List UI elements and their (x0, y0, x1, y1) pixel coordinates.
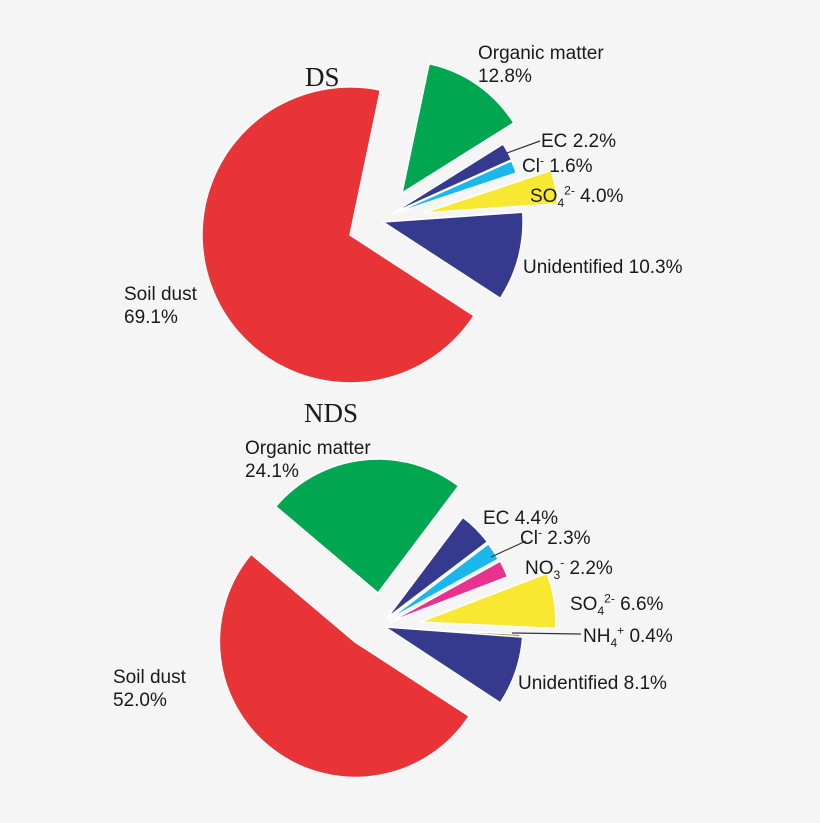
label-superscript: + (617, 623, 625, 638)
label-subscript: 3 (553, 567, 561, 582)
nds-label-so4-2-: SO42- 6.6% (570, 591, 664, 618)
nds-label-no3-: NO3- 2.2% (525, 555, 613, 582)
label-value: 52.0% (113, 690, 167, 711)
nds-title: NDS (304, 398, 359, 428)
ds-slice-so4-2- (422, 169, 559, 214)
nds-label-ec: EC 4.4% (483, 507, 558, 530)
ds-label-cl-: Cl- 1.6% (522, 155, 593, 178)
label-name: Organic matter (245, 438, 371, 459)
ds-label-soil-dust: Soil dust 69.1% (124, 283, 197, 329)
label-name: Organic matter (478, 43, 604, 64)
nds-label-nh4-: NH4+ 0.4% (583, 623, 673, 650)
leader-line (511, 632, 582, 635)
label-name: EC (483, 508, 510, 529)
label-name: EC (541, 131, 568, 152)
label-value: 0.4% (629, 626, 673, 647)
label-name: Cl (520, 528, 538, 549)
label-name: SO (570, 594, 598, 615)
ds-label-so4-2-: SO42- 4.0% (530, 183, 624, 210)
nds-slice-unidentified (382, 626, 524, 704)
label-name: Soil dust (113, 667, 186, 688)
label-value: 6.6% (620, 594, 664, 615)
label-value: 2.3% (547, 528, 591, 549)
label-name: NH (583, 626, 611, 647)
label-value: 2.2% (569, 558, 613, 579)
ds-slice-ec (392, 142, 513, 214)
label-subscript: 4 (610, 635, 618, 650)
label-value: 4.0% (580, 186, 624, 207)
ds-slice-organic-matter (400, 62, 515, 195)
label-name: Cl (522, 156, 540, 177)
nds-slice-cl- (387, 542, 500, 621)
nds-slice-so4-2- (419, 572, 557, 630)
label-value: 8.1% (623, 673, 667, 694)
label-value: 69.1% (124, 307, 178, 328)
ds-label-unidentified: Unidentified 10.3% (523, 256, 683, 279)
label-name: Unidentified (518, 673, 619, 694)
label-name: Soil dust (124, 284, 197, 305)
nds-label-cl-: Cl- 2.3% (520, 527, 591, 550)
label-superscript: 2- (564, 183, 575, 198)
label-value: 4.4% (514, 508, 558, 529)
leader-line (490, 540, 527, 558)
label-superscript: 2- (604, 591, 615, 606)
ds-title: DS (305, 62, 340, 92)
nds-slice-organic-matter (274, 458, 460, 595)
nds-slice-no3- (389, 560, 509, 623)
nds-label-organic-matter: Organic matter 24.1% (245, 437, 371, 483)
label-name: SO (530, 186, 558, 207)
label-superscript: - (539, 153, 544, 168)
nds-slice-ec (386, 516, 489, 619)
nds-label-unidentified: Unidentified 8.1% (518, 672, 667, 695)
leader-line (506, 140, 541, 154)
label-superscript: - (560, 555, 565, 570)
label-name: Unidentified (523, 257, 624, 278)
label-subscript: 4 (557, 195, 565, 210)
ds-slice-cl- (392, 159, 518, 215)
label-value: 10.3% (628, 257, 683, 278)
label-superscript: - (537, 525, 542, 540)
ds-slice-soil-dust (201, 86, 476, 384)
label-subscript: 4 (597, 603, 605, 618)
nds-slice-soil-dust (218, 553, 471, 779)
ds-label-organic-matter: Organic matter 12.8% (478, 42, 604, 88)
ds-label-ec: EC 2.2% (541, 130, 616, 153)
label-value: 2.2% (572, 131, 616, 152)
label-value: 24.1% (245, 461, 299, 482)
ds-slice-unidentified (380, 211, 524, 300)
nds-label-soil-dust: Soil dust 52.0% (113, 666, 186, 712)
label-value: 12.8% (478, 66, 532, 87)
label-name: NO (525, 558, 554, 579)
label-value: 1.6% (549, 156, 593, 177)
